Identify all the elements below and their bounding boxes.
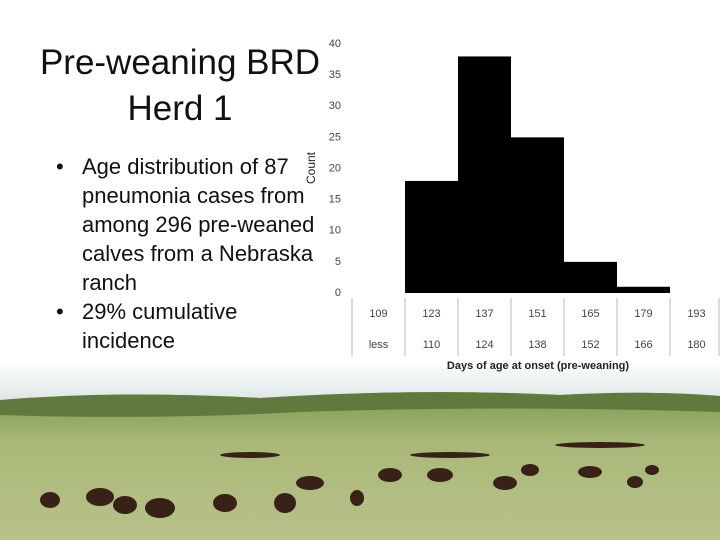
x-tick-sublabel: 180 xyxy=(687,339,705,351)
x-tick-label: 165 xyxy=(581,308,599,320)
bullet: 29% cumulative incidence xyxy=(56,297,322,355)
x-tick-label: 179 xyxy=(634,308,652,320)
bar xyxy=(564,261,617,293)
x-tick-label: 123 xyxy=(422,308,440,320)
x-tick-label: 193 xyxy=(687,308,705,320)
bar xyxy=(405,180,458,293)
x-axis-label: Days of age at onset (pre-weaning) xyxy=(447,360,629,372)
bar xyxy=(458,56,511,294)
bar xyxy=(511,137,564,293)
x-tick-sublabel: 152 xyxy=(581,339,599,351)
x-tick-sublabel: 166 xyxy=(634,339,652,351)
x-tick-label: 137 xyxy=(475,308,493,320)
bullet: Age distribution of 87 pneumonia cases f… xyxy=(56,152,322,297)
y-tick-label: 40 xyxy=(329,38,341,50)
x-tick-sublabel: 138 xyxy=(528,339,546,351)
x-tick-sublabel: less xyxy=(369,339,389,351)
photo-background xyxy=(0,360,720,540)
y-tick-label: 5 xyxy=(335,256,341,268)
y-tick-label: 20 xyxy=(329,162,341,174)
y-tick-label: 0 xyxy=(335,287,341,299)
slide-title: Pre-weaning BRD Herd 1 xyxy=(39,43,321,128)
x-tick-sublabel: 124 xyxy=(475,339,493,351)
bar xyxy=(617,286,670,293)
y-tick-label: 30 xyxy=(329,100,341,112)
y-tick-label: 25 xyxy=(329,131,341,143)
bullet-list: Age distribution of 87 pneumonia cases f… xyxy=(50,152,322,355)
y-tick-label: 35 xyxy=(329,69,341,81)
x-tick-label: 109 xyxy=(369,308,387,320)
y-tick-label: 15 xyxy=(329,194,341,206)
y-tick-label: 10 xyxy=(329,225,341,237)
x-tick-label: 151 xyxy=(528,308,546,320)
x-tick-sublabel: 110 xyxy=(423,339,441,351)
